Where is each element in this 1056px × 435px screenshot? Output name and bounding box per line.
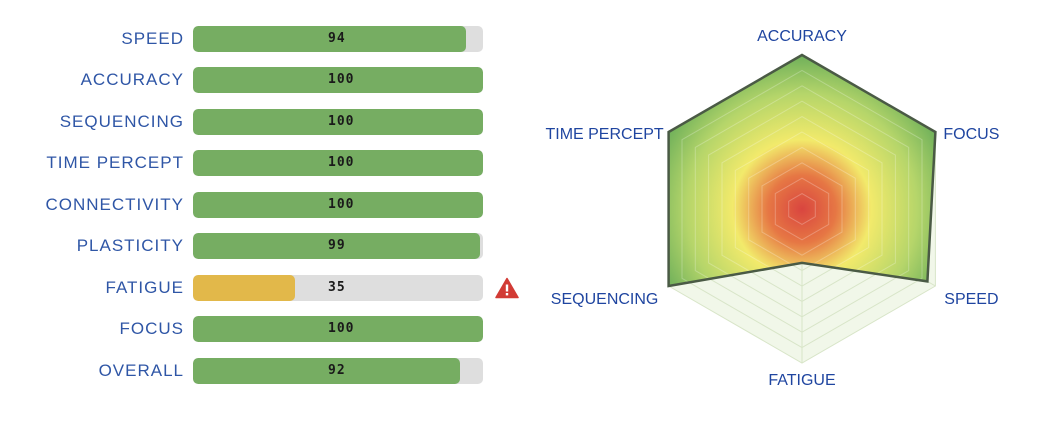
bar-row-sequencing: SEQUENCING 100 xyxy=(0,109,540,135)
bar-fill-connectivity xyxy=(193,192,483,218)
radar-axis-labels: ACCURACY FOCUS SPEED FATIGUE SEQUENCING TIME … xyxy=(545,28,999,389)
radar-data-area xyxy=(667,53,937,288)
bar-fill-time-percept xyxy=(193,150,483,176)
bar-value-overall: 92 xyxy=(328,363,346,378)
bar-track-focus: 100 xyxy=(193,316,483,342)
bar-track-connectivity: 100 xyxy=(193,192,483,218)
bar-fill-fatigue xyxy=(193,275,295,301)
bar-label-plasticity: PLASTICITY xyxy=(76,236,184,255)
bar-label-speed: SPEED xyxy=(121,29,184,48)
radar-inner-ring xyxy=(761,162,843,256)
bar-track-overall: 92 xyxy=(193,358,483,384)
radar-chart: ACCURACY FOCUS SPEED FATIGUE SEQUENCING TIME … xyxy=(540,0,1056,430)
bar-label-accuracy: ACCURACY xyxy=(80,70,184,89)
radar-inner-ring xyxy=(681,69,923,286)
bar-label-fatigue: FATIGUE xyxy=(105,278,184,297)
bar-row-time-percept: TIME PERCEPT 100 xyxy=(0,150,540,176)
bar-fill-accuracy xyxy=(193,67,483,93)
bar-value-focus: 100 xyxy=(328,321,355,336)
bar-fill-plasticity xyxy=(193,233,481,259)
bar-row-focus: FOCUS 100 xyxy=(0,316,540,342)
bar-fill-overall xyxy=(193,358,460,384)
bar-track-plasticity: 99 xyxy=(193,233,483,259)
bar-label-overall: OVERALL xyxy=(98,361,184,380)
radar-inner-ring xyxy=(774,177,830,241)
bar-fill-sequencing xyxy=(193,109,483,135)
bar-row-fatigue: FATIGUE 35 xyxy=(0,275,540,301)
radar-inner-ring xyxy=(721,116,883,286)
bar-row-speed: SPEED 94 xyxy=(0,26,540,52)
bar-label-time-percept: TIME PERCEPT xyxy=(46,153,184,172)
radar-heat-fill xyxy=(668,55,936,286)
radar-data-outline xyxy=(667,53,937,288)
radar-axis-label-speed: SPEED xyxy=(944,291,998,308)
bar-row-overall: OVERALL 92 xyxy=(0,358,540,384)
bar-track-accuracy: 100 xyxy=(193,67,483,93)
bar-row-connectivity: CONNECTIVITY 100 xyxy=(0,192,540,218)
bar-value-sequencing: 100 xyxy=(328,114,355,129)
bar-track-fatigue: 35 xyxy=(193,275,483,301)
bar-label-focus: FOCUS xyxy=(119,319,184,338)
radar-inner-ring xyxy=(734,131,870,286)
radar-inner-ring xyxy=(694,85,910,286)
bar-row-plasticity: PLASTICITY 99 xyxy=(0,233,540,259)
bar-row-accuracy: ACCURACY 100 xyxy=(0,67,540,93)
bar-fill-speed xyxy=(193,26,466,52)
bar-track-sequencing: 100 xyxy=(193,109,483,135)
score-bar-chart: SPEED 94 ACCURACY 100 SEQUENCING 100 TIME PERC… xyxy=(0,26,540,384)
bar-label-connectivity: CONNECTIVITY xyxy=(45,195,184,214)
radar-axis-label-fatigue: FATIGUE xyxy=(768,372,835,389)
radar-svg: ACCURACY FOCUS SPEED FATIGUE SEQUENCING TIME … xyxy=(545,28,999,389)
bar-value-time-percept: 100 xyxy=(328,155,355,170)
bar-value-connectivity: 100 xyxy=(328,197,355,212)
radar-axis-label-accuracy: ACCURACY xyxy=(757,28,847,45)
bar-value-fatigue: 35 xyxy=(328,280,346,295)
radar-axis-label-time-percept: TIME PERCEPT xyxy=(545,126,663,143)
bar-track-time-percept: 100 xyxy=(193,150,483,176)
bar-value-plasticity: 99 xyxy=(328,238,346,253)
bar-value-speed: 94 xyxy=(328,31,346,46)
radar-axis-label-sequencing: SEQUENCING xyxy=(551,291,659,308)
radar-inner-ring xyxy=(788,193,816,225)
warning-triangle-icon xyxy=(495,277,519,299)
bar-track-speed: 94 xyxy=(193,26,483,52)
bar-value-accuracy: 100 xyxy=(328,72,355,87)
bar-fill-focus xyxy=(193,316,483,342)
radar-inner-ring xyxy=(708,100,896,286)
radar-axis-label-focus: FOCUS xyxy=(943,126,999,143)
bar-label-sequencing: SEQUENCING xyxy=(59,112,184,131)
